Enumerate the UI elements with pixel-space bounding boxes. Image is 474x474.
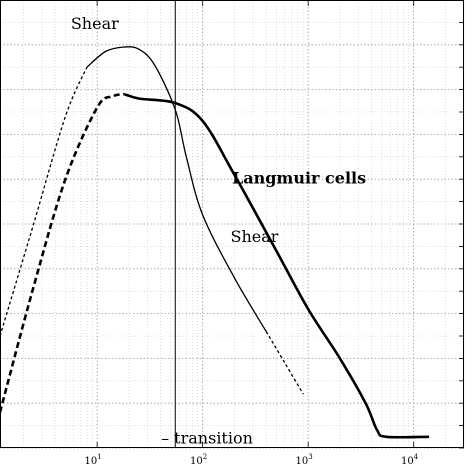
series-group — [0, 46, 430, 439]
x-tick-labels: 101 102 103 104 — [85, 453, 419, 467]
x-tick-label: 101 — [85, 453, 102, 467]
x-tick-label: 104 — [401, 453, 419, 467]
tick-base: 10 — [401, 456, 414, 467]
tick-exponent: 3 — [308, 453, 312, 461]
annotation-label: Shear — [71, 14, 119, 33]
tick-exponent: 2 — [203, 453, 207, 461]
tick-base: 10 — [190, 456, 203, 467]
annotations: Shear Shear Langmuir cells – transition — [71, 14, 366, 447]
tick-base: 10 — [296, 456, 309, 467]
x-tick-label: 102 — [190, 453, 207, 467]
series-2-dashed-line — [0, 92, 125, 413]
axis-ticks — [96, 0, 464, 449]
annotation-label: Langmuir cells — [232, 169, 366, 188]
tick-base: 10 — [85, 456, 98, 467]
annotation-label: – transition — [161, 429, 253, 448]
series-1-dashed-line — [0, 66, 88, 337]
series-2-solid-line — [123, 92, 430, 439]
annotation-label: Shear — [231, 227, 279, 246]
series-1-solid-line — [86, 46, 267, 332]
tick-exponent: 1 — [97, 453, 101, 461]
series-1-dashed-tail — [265, 331, 304, 395]
minor-gridlines — [0, 0, 465, 448]
x-tick-label: 103 — [296, 453, 313, 467]
tick-exponent: 4 — [414, 453, 419, 461]
